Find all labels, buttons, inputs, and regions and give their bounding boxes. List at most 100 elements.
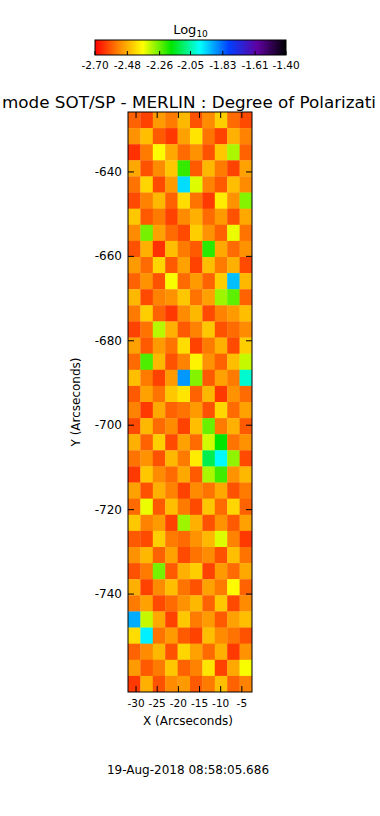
cell — [140, 160, 153, 176]
cell — [240, 305, 252, 321]
cell — [227, 434, 240, 450]
cell — [202, 241, 215, 257]
x-tick-label: -30 — [127, 697, 144, 709]
cell — [128, 611, 141, 627]
cell — [165, 611, 178, 627]
cell — [190, 289, 203, 305]
cell — [240, 176, 252, 192]
cell — [215, 386, 228, 402]
cell — [202, 321, 215, 337]
cell — [240, 563, 252, 579]
heatmap-cells — [128, 112, 252, 692]
cell — [178, 273, 191, 289]
cell — [202, 289, 215, 305]
cell — [215, 289, 228, 305]
x-tick-label: -25 — [149, 697, 166, 709]
cell — [128, 257, 141, 273]
cell — [202, 611, 215, 627]
cell — [240, 595, 252, 611]
cell — [227, 193, 240, 209]
x-tick — [136, 686, 137, 692]
cell — [140, 305, 153, 321]
cell — [202, 402, 215, 418]
cell — [227, 644, 240, 660]
y-tick-label: -700 — [95, 418, 122, 432]
cell — [128, 466, 141, 482]
cell — [240, 547, 252, 563]
cell — [190, 338, 203, 354]
cell — [165, 547, 178, 563]
cell — [202, 128, 215, 144]
cell — [240, 241, 252, 257]
cell — [202, 144, 215, 160]
cell — [128, 483, 141, 499]
cell — [165, 193, 178, 209]
colorbar-tick-label: -1.61 — [242, 59, 269, 71]
cell — [215, 112, 228, 128]
cell — [190, 354, 203, 370]
cell — [202, 193, 215, 209]
cell — [190, 660, 203, 676]
cell — [153, 112, 166, 128]
cell — [165, 144, 178, 160]
cell — [128, 547, 141, 563]
cell — [140, 563, 153, 579]
cell — [202, 225, 215, 241]
cell — [153, 434, 166, 450]
colorbar-tick-label: -2.70 — [81, 59, 108, 71]
y-tick — [128, 509, 134, 510]
cell — [165, 338, 178, 354]
cell — [153, 321, 166, 337]
cell — [178, 305, 191, 321]
y-axis-label: Y (Arcseconds) — [69, 357, 83, 447]
cell — [165, 515, 178, 531]
cell — [153, 563, 166, 579]
cell — [227, 515, 240, 531]
cell — [240, 418, 252, 434]
cell — [202, 273, 215, 289]
cell — [240, 483, 252, 499]
cell — [128, 628, 141, 644]
cell — [140, 611, 153, 627]
cell — [240, 611, 252, 627]
cell — [140, 450, 153, 466]
cell — [165, 434, 178, 450]
cell — [240, 257, 252, 273]
cell — [165, 305, 178, 321]
cell — [153, 531, 166, 547]
cell — [227, 225, 240, 241]
cell — [202, 160, 215, 176]
y-tick — [128, 594, 134, 595]
cell — [153, 257, 166, 273]
cell — [190, 563, 203, 579]
cell — [128, 644, 141, 660]
cell — [140, 354, 153, 370]
x-tick-label: -20 — [170, 697, 187, 709]
cell — [165, 579, 178, 595]
cell — [202, 370, 215, 386]
cell — [178, 531, 191, 547]
cell — [140, 370, 153, 386]
cell — [215, 450, 228, 466]
cell — [190, 483, 203, 499]
x-tick — [241, 112, 242, 118]
cell — [140, 418, 153, 434]
cell — [202, 595, 215, 611]
cell — [165, 257, 178, 273]
cell — [153, 644, 166, 660]
cell — [165, 628, 178, 644]
cell — [128, 193, 141, 209]
cell — [140, 547, 153, 563]
cell — [165, 402, 178, 418]
cell — [140, 112, 153, 128]
cell — [178, 628, 191, 644]
date-annotation: 19-Aug-2018 08:58:05.686 — [107, 763, 269, 777]
cell — [140, 193, 153, 209]
cell — [140, 257, 153, 273]
cell — [140, 579, 153, 595]
cell — [227, 273, 240, 289]
cell — [215, 611, 228, 627]
cell — [240, 338, 252, 354]
title: mode SOT/SP - MERLIN : Degree of Polariz… — [2, 93, 376, 112]
cell — [190, 305, 203, 321]
